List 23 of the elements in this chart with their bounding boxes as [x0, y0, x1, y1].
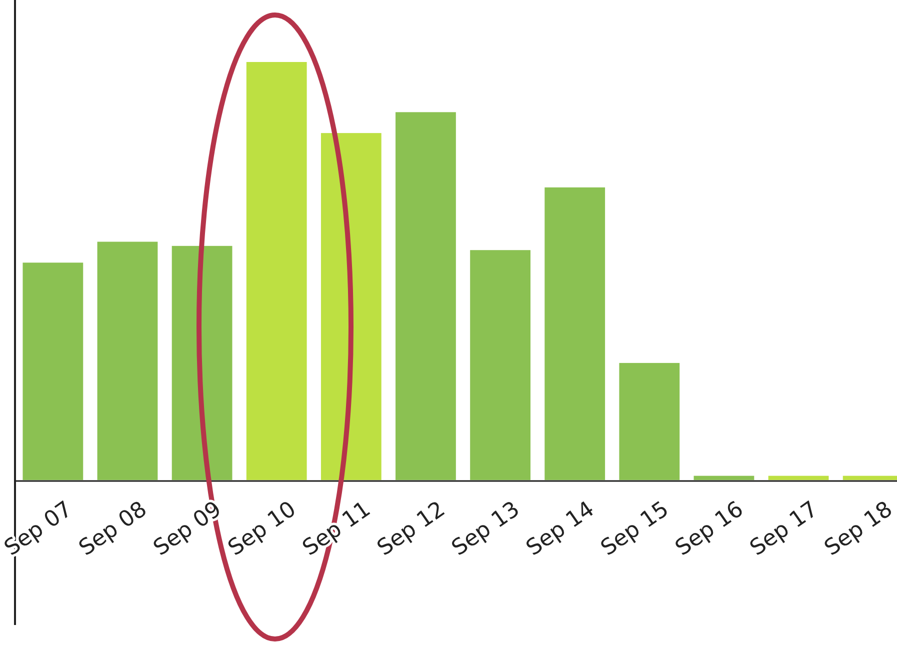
bar [320, 133, 382, 480]
x-tick-label: Sep 16 [671, 496, 748, 562]
bar [246, 62, 307, 480]
bar [544, 187, 606, 480]
x-tick-label: Sep 11 [298, 496, 376, 562]
bar [22, 262, 84, 480]
bar [619, 362, 680, 480]
bar [470, 250, 530, 480]
x-tick-label: Sep 10 [224, 496, 301, 562]
bar [768, 476, 829, 480]
x-tick-label: Sep 09 [149, 496, 226, 562]
bar [396, 112, 456, 480]
x-tick-label: Sep 17 [746, 496, 823, 562]
x-tick-label: Sep 13 [447, 496, 524, 562]
x-tick-label: Sep 15 [596, 496, 674, 562]
x-tick-label: Sep 07 [0, 496, 78, 562]
x-tick-label: Sep 18 [820, 496, 897, 562]
bar [97, 242, 158, 480]
x-tick-label: Sep 08 [74, 496, 152, 562]
bar [172, 246, 232, 480]
x-tick-label: Sep 14 [522, 496, 599, 562]
bar [694, 476, 754, 480]
x-tick-label: Sep 12 [372, 496, 450, 562]
